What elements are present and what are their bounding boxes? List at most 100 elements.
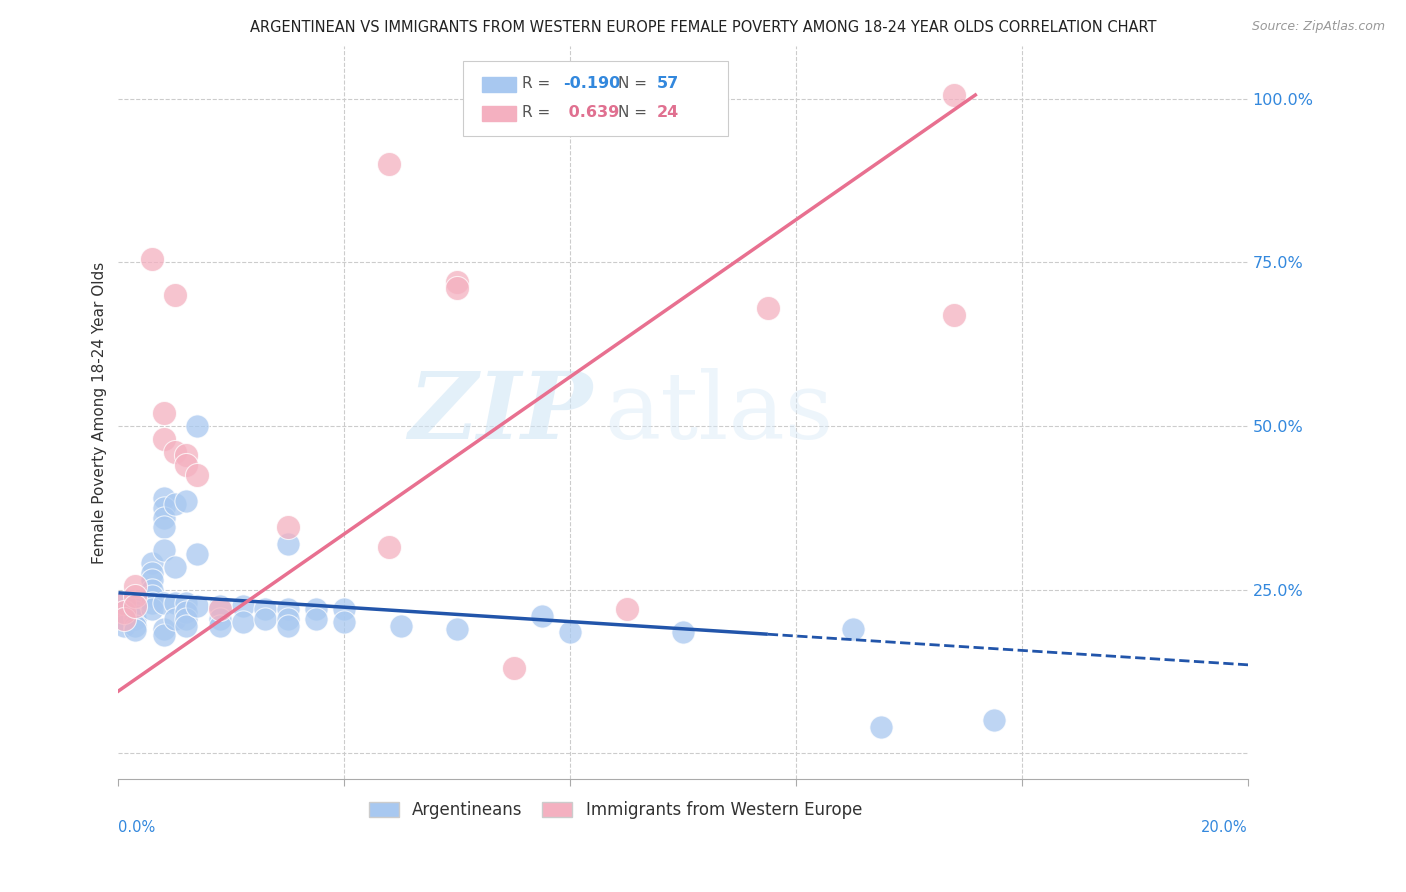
Point — [141, 596, 163, 610]
Point — [152, 491, 174, 505]
Point — [232, 599, 254, 613]
Point — [186, 547, 208, 561]
Point — [305, 602, 328, 616]
Point — [112, 618, 135, 632]
Point — [112, 612, 135, 626]
Point — [232, 615, 254, 630]
Point — [209, 602, 232, 616]
Point — [112, 608, 135, 623]
Point — [186, 599, 208, 613]
Text: R =: R = — [522, 76, 555, 91]
Point — [943, 308, 966, 322]
Point — [124, 602, 146, 616]
Point — [174, 612, 197, 626]
Y-axis label: Female Poverty Among 18-24 Year Olds: Female Poverty Among 18-24 Year Olds — [93, 261, 107, 564]
Text: 24: 24 — [657, 105, 679, 120]
Point — [112, 606, 135, 620]
Point — [124, 618, 146, 632]
Text: N =: N = — [617, 105, 651, 120]
Text: R =: R = — [522, 105, 555, 120]
Text: ZIP: ZIP — [409, 368, 593, 458]
Point — [152, 622, 174, 636]
Point — [112, 606, 135, 620]
Point — [163, 559, 186, 574]
Point — [141, 566, 163, 581]
Text: ARGENTINEAN VS IMMIGRANTS FROM WESTERN EUROPE FEMALE POVERTY AMONG 18-24 YEAR OL: ARGENTINEAN VS IMMIGRANTS FROM WESTERN E… — [250, 20, 1156, 35]
Point — [305, 612, 328, 626]
Point — [163, 288, 186, 302]
Point — [124, 579, 146, 593]
Point — [209, 618, 232, 632]
Point — [163, 498, 186, 512]
Point — [186, 467, 208, 482]
Point — [124, 612, 146, 626]
Point — [152, 500, 174, 515]
Point — [333, 615, 356, 630]
Point — [141, 557, 163, 571]
Point — [869, 720, 891, 734]
Point — [841, 622, 863, 636]
Point — [152, 510, 174, 524]
Point — [254, 602, 277, 616]
Point — [152, 543, 174, 558]
Point — [124, 608, 146, 623]
Point — [174, 618, 197, 632]
Point — [943, 88, 966, 103]
Text: 20.0%: 20.0% — [1201, 820, 1247, 835]
Point — [124, 623, 146, 637]
FancyBboxPatch shape — [482, 106, 516, 121]
Point — [446, 281, 468, 295]
Point — [446, 275, 468, 289]
Text: Source: ZipAtlas.com: Source: ZipAtlas.com — [1251, 20, 1385, 33]
Point — [141, 582, 163, 597]
Point — [174, 606, 197, 620]
Point — [277, 612, 299, 626]
Text: 57: 57 — [657, 76, 679, 91]
Point — [141, 252, 163, 266]
Point — [446, 622, 468, 636]
Point — [163, 445, 186, 459]
Point — [277, 618, 299, 632]
Point — [141, 589, 163, 603]
Point — [124, 599, 146, 613]
Point — [174, 448, 197, 462]
Point — [277, 520, 299, 534]
Point — [124, 606, 146, 620]
Point — [209, 599, 232, 613]
Text: N =: N = — [617, 76, 651, 91]
Point — [141, 602, 163, 616]
Text: 0.639: 0.639 — [564, 105, 620, 120]
Point — [530, 608, 553, 623]
Point — [378, 540, 401, 554]
Point — [333, 602, 356, 616]
Point — [174, 494, 197, 508]
Point — [152, 628, 174, 642]
Point — [174, 458, 197, 472]
Point — [378, 157, 401, 171]
Point — [152, 596, 174, 610]
Point — [152, 520, 174, 534]
Point — [163, 596, 186, 610]
Point — [983, 714, 1005, 728]
FancyBboxPatch shape — [463, 61, 728, 136]
Point — [112, 596, 135, 610]
Point — [277, 537, 299, 551]
Point — [672, 625, 695, 640]
Legend: Argentineans, Immigrants from Western Europe: Argentineans, Immigrants from Western Eu… — [361, 795, 869, 826]
Point — [254, 612, 277, 626]
Point — [186, 418, 208, 433]
Point — [616, 602, 638, 616]
Point — [502, 661, 524, 675]
Point — [152, 406, 174, 420]
Text: 0.0%: 0.0% — [118, 820, 156, 835]
Point — [112, 612, 135, 626]
Point — [124, 589, 146, 603]
FancyBboxPatch shape — [482, 77, 516, 92]
Point — [152, 432, 174, 446]
Point — [174, 596, 197, 610]
Point — [141, 573, 163, 587]
Text: atlas: atlas — [605, 368, 834, 458]
Text: -0.190: -0.190 — [564, 76, 620, 91]
Point — [756, 301, 779, 315]
Point — [560, 625, 582, 640]
